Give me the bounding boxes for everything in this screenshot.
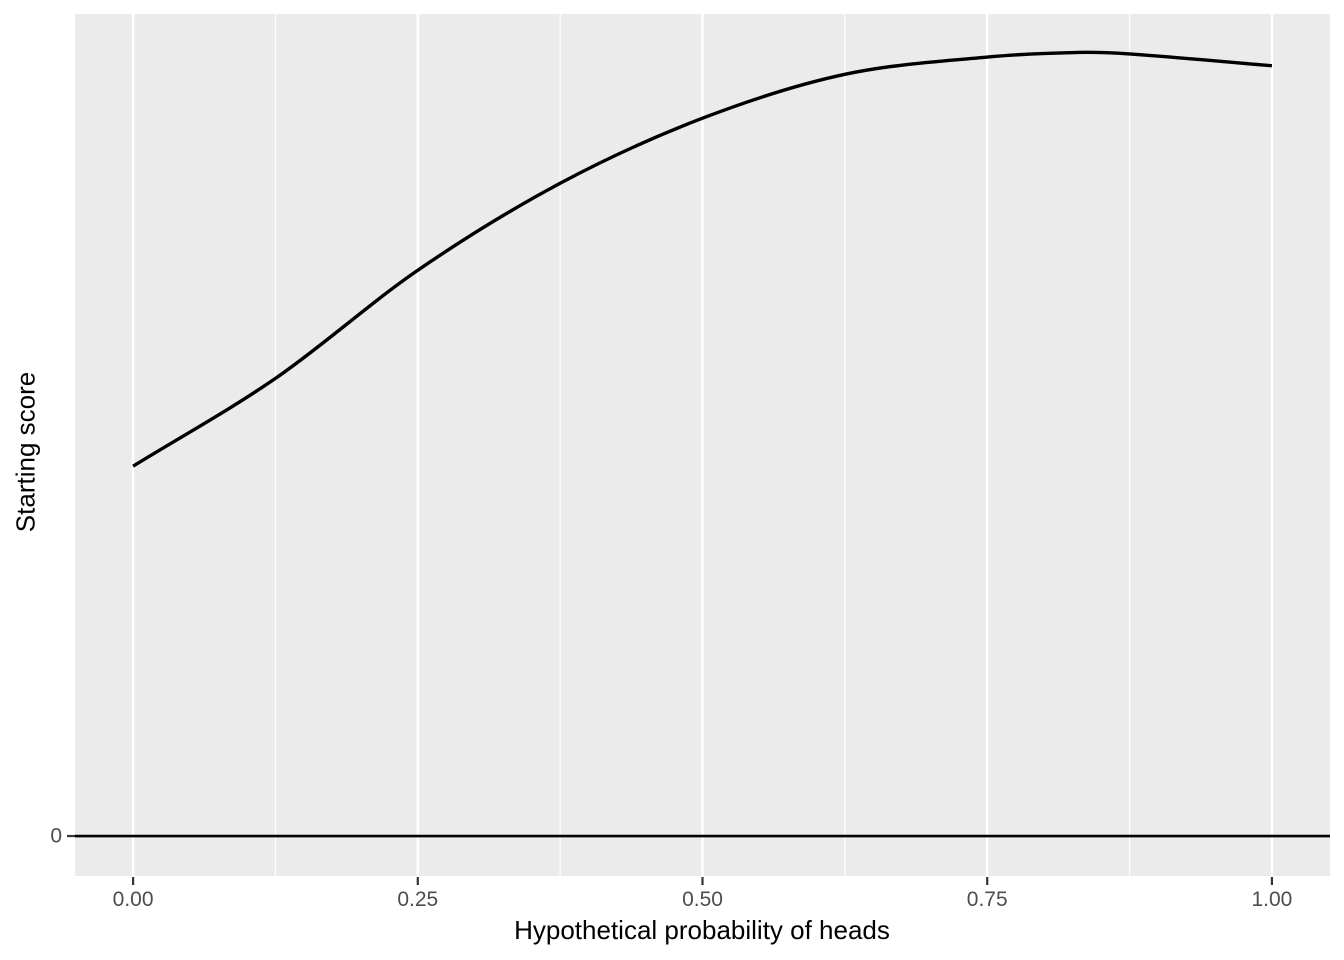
x-tick-label: 0.50 — [682, 888, 723, 911]
x-tick-label: 0.75 — [966, 888, 1008, 911]
score-curve — [132, 50, 1273, 468]
x-axis-title: Hypothetical probability of heads — [514, 915, 890, 945]
y-axis-title: Starting score — [10, 371, 41, 533]
x-tick-label: 0.25 — [397, 888, 439, 911]
x-tick-label: 0.00 — [112, 888, 154, 911]
x-tick-label: 1.00 — [1251, 888, 1293, 911]
y-tick-label: 0 — [50, 824, 62, 848]
